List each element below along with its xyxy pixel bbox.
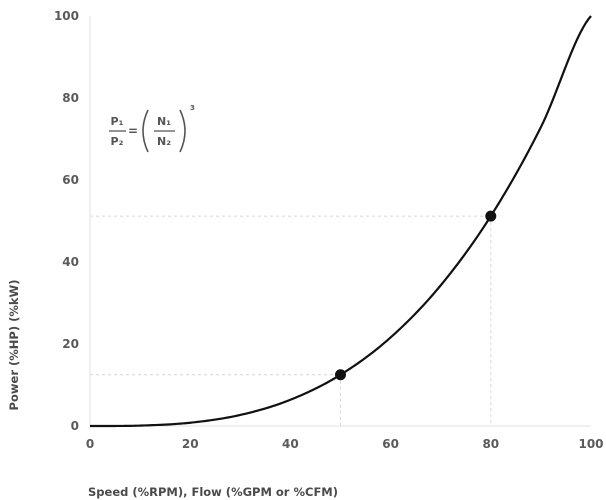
equation-p1: P₁ (111, 115, 124, 128)
y-tick-label: 100 (54, 9, 79, 23)
y-tick-label: 0 (71, 419, 79, 433)
equation-left-paren (142, 109, 149, 153)
highlighted-point (485, 210, 497, 222)
power-curve-line (89, 15, 592, 428)
equation-p2: P₂ (111, 135, 124, 148)
x-tick-label: 40 (282, 437, 299, 451)
y-tick-label: 60 (62, 173, 79, 187)
highlighted-points (335, 210, 497, 381)
y-axis-title: Power (%HP) (%kW) (7, 280, 21, 411)
y-tick-labels: 0 20 40 60 80 100 (54, 9, 79, 433)
x-tick-label: 60 (382, 437, 399, 451)
guide-lines (90, 215, 492, 426)
equation-exponent: 3 (190, 104, 195, 112)
equation-n1: N₁ (157, 115, 171, 128)
affinity-law-equation: P₁ P₂ = N₁ N₂ 3 (109, 104, 195, 153)
x-tick-label: 20 (182, 437, 199, 451)
y-tick-label: 40 (62, 255, 79, 269)
equation-n2: N₂ (157, 135, 171, 148)
x-tick-label: 100 (578, 437, 603, 451)
x-tick-label: 80 (482, 437, 499, 451)
x-tick-labels: 0 20 40 60 80 100 (86, 437, 604, 451)
equation-equals: = (128, 124, 138, 138)
x-tick-label: 0 (86, 437, 94, 451)
equation-right-paren (179, 109, 186, 153)
highlighted-point (335, 369, 346, 381)
y-tick-label: 20 (62, 337, 79, 351)
y-tick-label: 80 (62, 91, 79, 105)
x-axis-title: Speed (%RPM), Flow (%GPM or %CFM) (88, 485, 338, 499)
